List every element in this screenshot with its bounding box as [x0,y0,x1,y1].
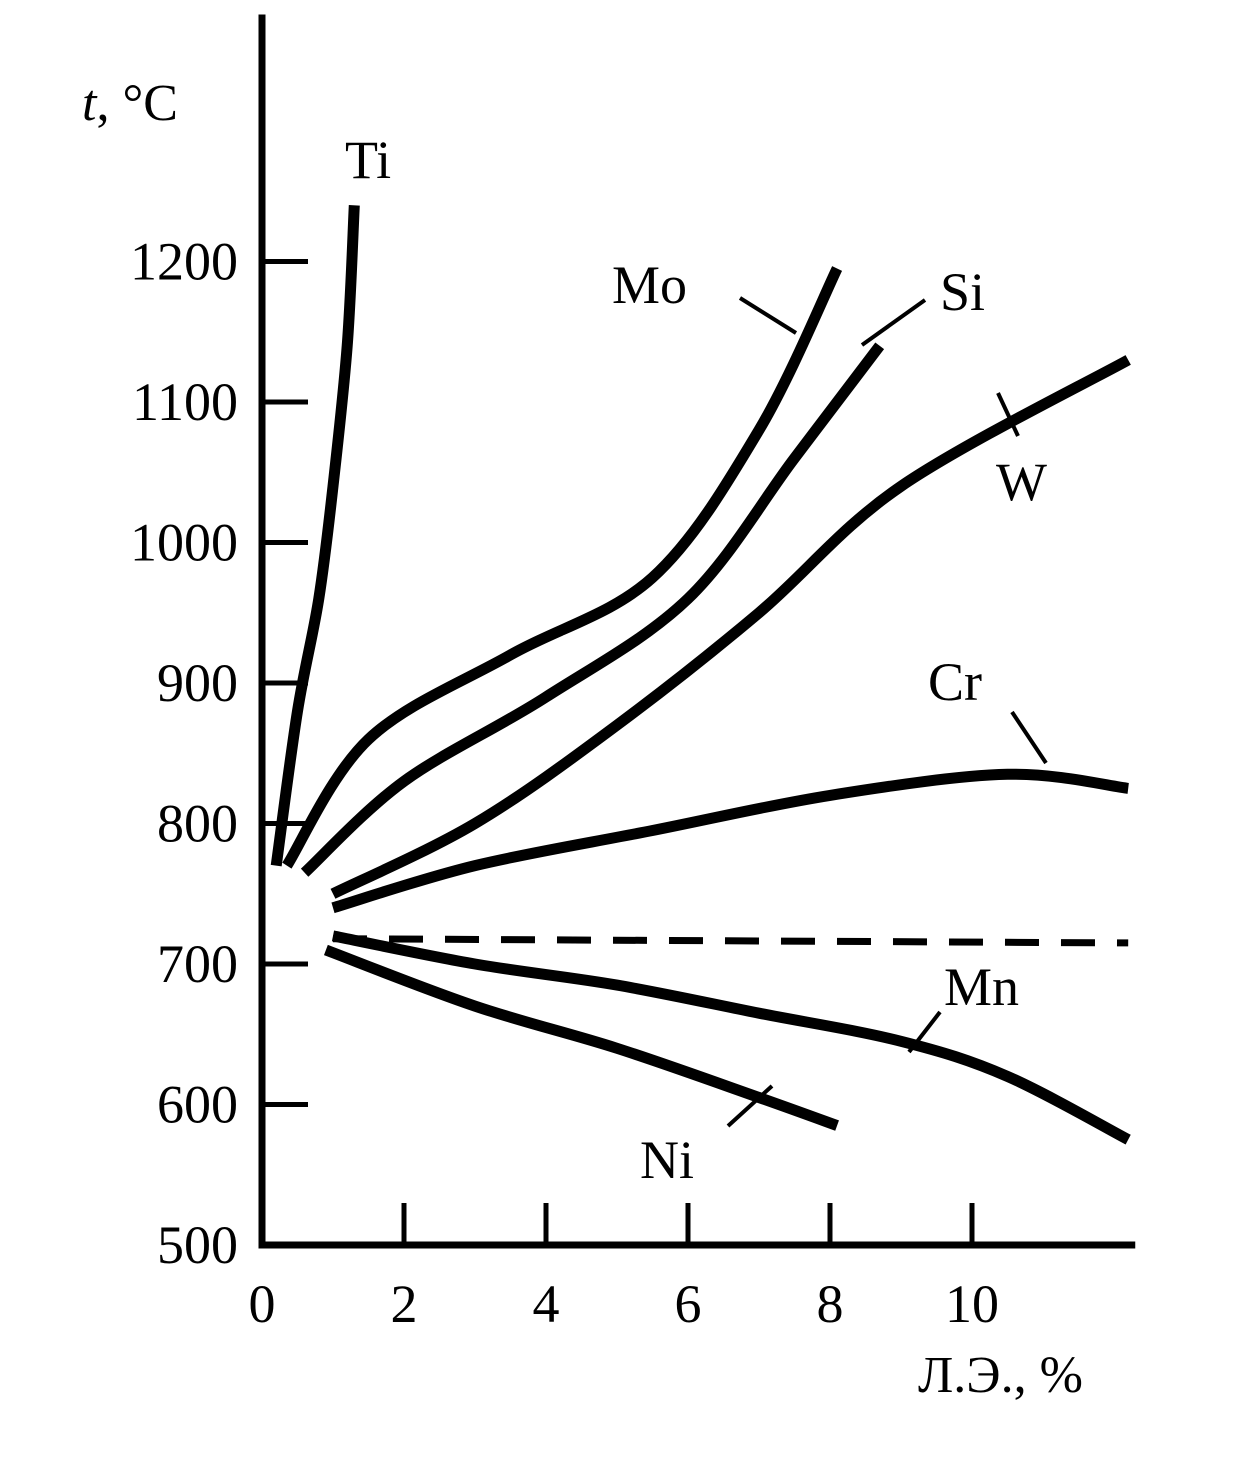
series-label-mo: Mo [612,255,687,315]
y-axis-label-unit: , °C [96,75,177,132]
series-mn-line [331,930,1131,1145]
leader-ni [726,1084,774,1128]
axes [258,14,1136,1249]
series-label-w: W [996,452,1047,512]
series-label-si: Si [940,262,985,322]
series-label-ni: Ni [640,1130,694,1190]
x-axis-label: Л.Э., % [918,1347,1083,1404]
y-tick-label-900: 900 [157,653,238,713]
leader-si [860,298,927,347]
series-cr-line [331,768,1129,914]
series-ni-line [323,944,839,1131]
leader-mo [738,296,798,335]
x-tick-label-8: 8 [817,1274,844,1334]
y-axis-label: t, °C [82,75,178,132]
y-tick-label-700: 700 [157,934,238,994]
labels: t, °C Л.Э., % Ti Mo Si W Cr Mn Ni [82,75,1083,1404]
y-tick-label-500: 500 [157,1215,238,1275]
series-si-line [300,342,885,877]
series-label-ti: Ti [345,130,391,190]
series-ti-line [270,205,360,867]
y-tick-label-1200: 1200 [130,232,238,292]
ticks: 500 600 700 800 900 1000 1100 1200 0 2 4 6 8 10 [130,232,999,1335]
leader-cr [1010,710,1048,765]
y-tick-label-1000: 1000 [130,513,238,573]
y-tick-label-800: 800 [157,794,238,854]
series-mo-line [282,266,843,869]
leader-mn [907,1010,942,1054]
y-tick-label-1100: 1100 [132,372,238,432]
series-label-mn: Mn [944,957,1019,1017]
leader-w [996,392,1020,437]
x-tick-label-10: 10 [945,1274,999,1334]
series-layer [270,205,1131,1145]
leader-lines [726,296,1048,1128]
series-dashed-line [332,935,1129,947]
series-label-cr: Cr [928,652,982,712]
x-tick-label-2: 2 [391,1274,418,1334]
x-tick-label-0: 0 [249,1274,276,1334]
y-axis-label-symbol: t [82,75,98,132]
x-tick-label-4: 4 [533,1274,560,1334]
y-tick-label-600: 600 [157,1075,238,1135]
x-tick-label-6: 6 [675,1274,702,1334]
series-w-line [330,355,1131,899]
